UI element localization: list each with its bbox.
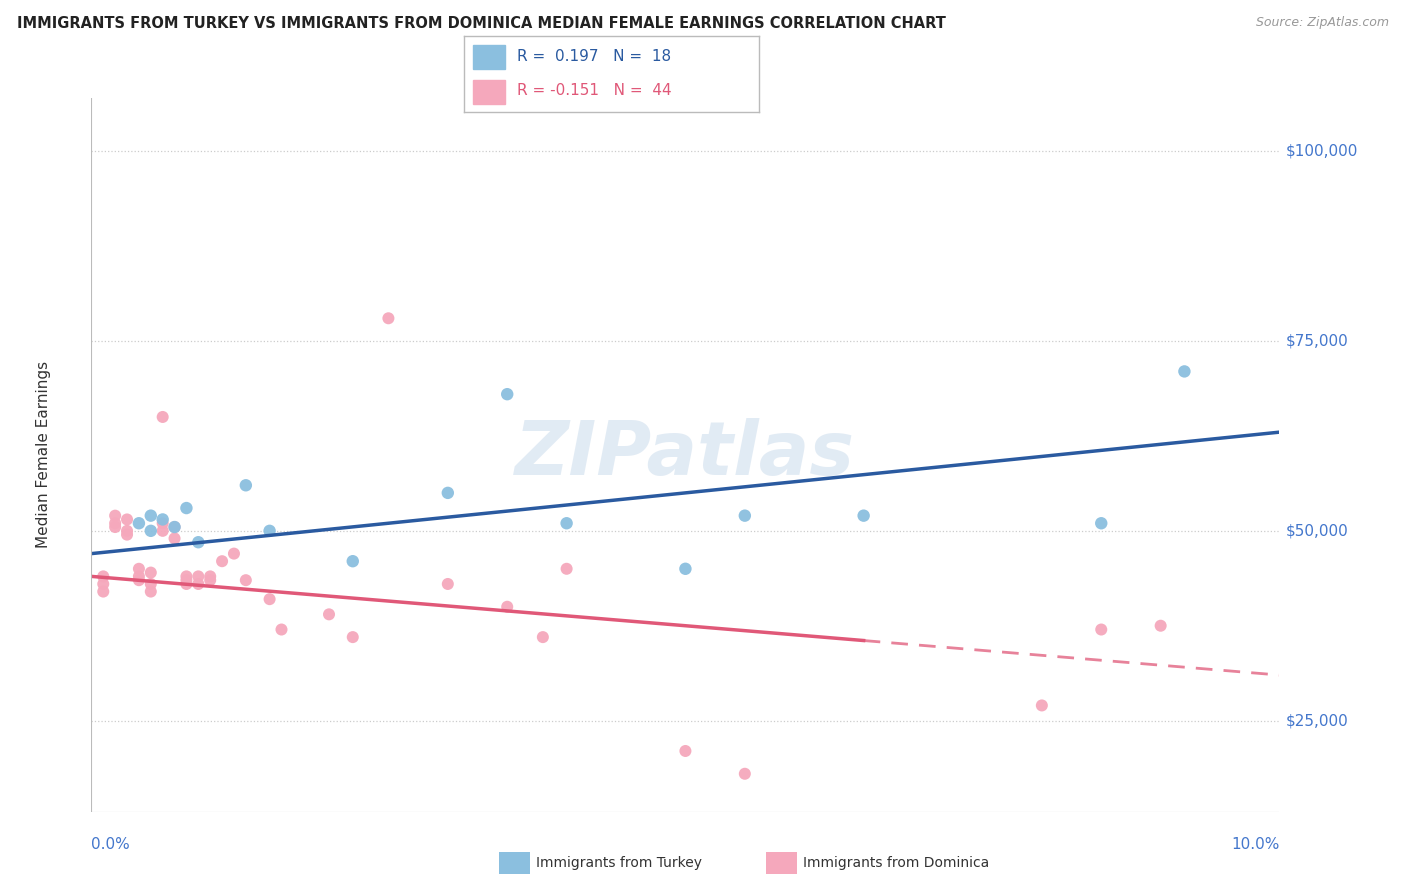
Point [436,486,458,500]
Point [496,387,519,401]
Point [342,554,364,568]
Text: IMMIGRANTS FROM TURKEY VS IMMIGRANTS FROM DOMINICA MEDIAN FEMALE EARNINGS CORREL: IMMIGRANTS FROM TURKEY VS IMMIGRANTS FRO… [17,16,946,31]
Point [734,508,756,523]
Point [139,566,162,580]
Point [187,535,209,549]
Point [128,516,150,531]
Point [555,562,578,576]
Point [176,577,198,591]
Point [436,577,458,591]
Point [139,577,162,591]
Point [128,573,150,587]
Point [270,623,292,637]
Point [176,501,198,516]
Point [211,554,233,568]
Point [152,409,174,424]
Point [152,516,174,531]
Point [496,599,519,614]
Point [176,573,198,587]
Point [139,508,162,523]
Text: R =  0.197   N =  18: R = 0.197 N = 18 [517,49,671,64]
Point [187,577,209,591]
Point [531,630,554,644]
Text: $50,000: $50,000 [1285,524,1348,539]
Point [91,584,114,599]
Text: ZIPatlas: ZIPatlas [516,418,855,491]
Point [673,744,696,758]
Point [163,520,186,534]
Text: Immigrants from Turkey: Immigrants from Turkey [536,856,702,870]
Point [115,512,138,526]
Point [377,311,399,326]
Point [1090,623,1112,637]
Bar [472,45,505,69]
Point [555,516,578,531]
Point [163,532,186,546]
Point [139,584,162,599]
Point [139,524,162,538]
Point [104,520,127,534]
Point [673,562,696,576]
Text: $100,000: $100,000 [1285,144,1358,159]
Point [128,569,150,583]
Point [104,516,127,531]
Text: $25,000: $25,000 [1285,713,1348,728]
Point [152,512,174,526]
Bar [766,852,797,874]
Text: R = -0.151   N =  44: R = -0.151 N = 44 [517,83,672,98]
Text: Immigrants from Dominica: Immigrants from Dominica [803,856,988,870]
Point [163,520,186,534]
Point [1149,618,1171,632]
Point [342,630,364,644]
Point [91,569,114,583]
Point [115,527,138,541]
Point [222,547,245,561]
Text: Source: ZipAtlas.com: Source: ZipAtlas.com [1256,16,1389,29]
Point [115,524,138,538]
Text: 0.0%: 0.0% [91,837,131,852]
Point [128,562,150,576]
Point [852,508,875,523]
Bar [472,79,505,104]
Point [91,577,114,591]
Point [176,569,198,583]
Point [1031,698,1053,713]
Point [734,766,756,780]
Bar [499,852,530,874]
Point [1090,516,1112,531]
Point [104,508,127,523]
Text: Median Female Earnings: Median Female Earnings [37,361,52,549]
Text: 10.0%: 10.0% [1232,837,1279,852]
Point [259,524,281,538]
Point [152,524,174,538]
Point [200,573,222,587]
Point [235,478,257,492]
Point [200,569,222,583]
Point [318,607,340,622]
Text: $75,000: $75,000 [1285,334,1348,349]
Point [235,573,257,587]
Point [187,569,209,583]
Point [1173,364,1195,378]
Point [259,592,281,607]
